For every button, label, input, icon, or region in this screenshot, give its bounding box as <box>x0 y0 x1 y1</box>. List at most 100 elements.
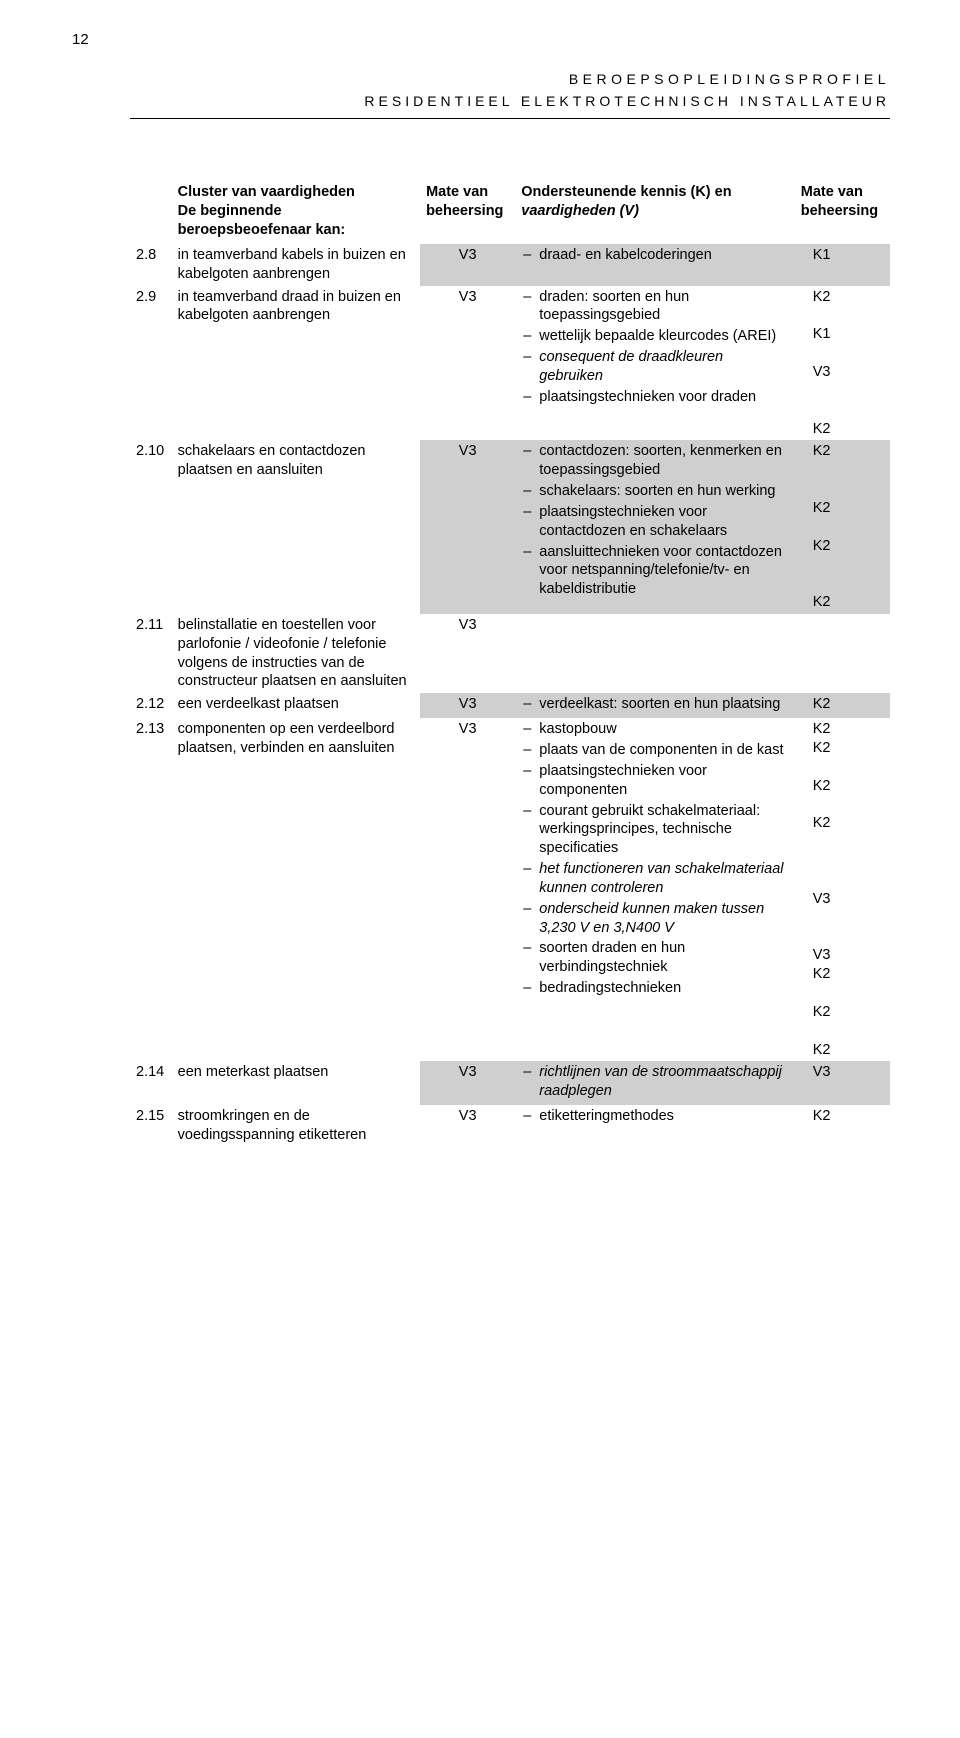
row-mate2: K2 <box>795 1105 890 1147</box>
kennis-item: aansluittechnieken voor contactdozen voo… <box>539 543 788 600</box>
col-header-empty <box>130 179 172 244</box>
row-mate1: V3 <box>420 1105 515 1147</box>
kennis-item: richtlijnen van de stroommaatschappij ra… <box>539 1063 788 1101</box>
kennis-item: bedradingstechnieken <box>539 979 788 998</box>
row-number: 2.12 <box>130 693 172 718</box>
table-row: 2.13componenten op een verdeelbord plaat… <box>130 718 890 1061</box>
row-mate2: K2 K2 K2 K2 <box>795 440 890 614</box>
kennis-item: plaatsingstechnieken voor componenten <box>539 762 788 800</box>
kennis-item: consequent de draadkleuren gebruiken <box>539 348 788 386</box>
mate2-value <box>813 555 884 574</box>
competency-table: Cluster van vaardigheden De beginnende b… <box>130 179 890 1146</box>
kennis-item: wettelijk bepaalde kleurcodes (AREI) <box>539 327 788 346</box>
mate2-value: K2 <box>813 442 884 461</box>
mate2-value: K2 <box>813 1003 884 1022</box>
mate2-value: K1 <box>813 246 884 265</box>
row-mate1: V3 <box>420 286 515 441</box>
kennis-item: schakelaars: soorten en hun werking <box>539 482 788 501</box>
kennis-item: plaatsingstechnieken voor draden <box>539 388 788 407</box>
header-line-2: RESIDENTIEEL ELEKTROTECHNISCH INSTALLATE… <box>130 92 890 110</box>
row-number: 2.13 <box>130 718 172 1061</box>
header-line-1: BEROEPSOPLEIDINGSPROFIEL <box>130 70 890 88</box>
row-number: 2.9 <box>130 286 172 441</box>
kennis-item: verdeelkast: soorten en hun plaatsing <box>539 695 788 714</box>
row-skill: in teamverband kabels in buizen en kabel… <box>172 244 420 286</box>
table-row: 2.15stroomkringen en de voedingsspanning… <box>130 1105 890 1147</box>
table-row: 2.12een verdeelkast plaatsenV3 verdeelkas… <box>130 693 890 718</box>
row-number: 2.11 <box>130 614 172 693</box>
row-mate2: K2K2 K2 K2 V3 V3K2 K2 K2 <box>795 718 890 1061</box>
kennis-item: draden: soorten en hun toepassingsgebied <box>539 288 788 326</box>
row-mate2: K2 K1 V3 K2 <box>795 286 890 441</box>
row-kennis: contactdozen: soorten, kenmerken en toep… <box>515 440 794 614</box>
mate2-value <box>813 984 884 1003</box>
mate2-value <box>813 758 884 777</box>
row-mate1: V3 <box>420 244 515 286</box>
row-skill: belinstallatie en toestellen voor parlof… <box>172 614 420 693</box>
row-kennis: kastopbouw plaats van de componenten in d… <box>515 718 794 1061</box>
row-mate1: V3 <box>420 614 515 693</box>
mate2-value <box>813 796 884 815</box>
mate2-value: V3 <box>813 946 884 965</box>
kennis-item: kastopbouw <box>539 720 788 739</box>
header-rule <box>130 118 890 119</box>
row-mate2 <box>795 614 890 693</box>
kennis-item: courant gebruikt schakelmateriaal: werki… <box>539 802 788 859</box>
row-number: 2.8 <box>130 244 172 286</box>
mate2-value: K2 <box>813 739 884 758</box>
row-kennis <box>515 614 794 693</box>
mate2-value <box>813 1022 884 1041</box>
mate2-value: K2 <box>813 720 884 739</box>
mate2-value: K2 <box>813 288 884 307</box>
kennis-item: soorten draden en hun verbindingstechnie… <box>539 939 788 977</box>
row-kennis: verdeelkast: soorten en hun plaatsing <box>515 693 794 718</box>
mate2-value: K1 <box>813 325 884 344</box>
row-mate1: V3 <box>420 1061 515 1105</box>
mate2-value <box>813 927 884 946</box>
mate2-value <box>813 306 884 325</box>
mate2-value <box>813 909 884 928</box>
kennis-item: het functioneren van schakelmateriaal ku… <box>539 860 788 898</box>
mate2-value: K2 <box>813 1041 884 1060</box>
row-mate2: V3 <box>795 1061 890 1105</box>
row-mate1: V3 <box>420 440 515 614</box>
mate2-value: K2 <box>813 499 884 518</box>
row-skill: schakelaars en contactdozen plaatsen en … <box>172 440 420 614</box>
mate2-value <box>813 344 884 363</box>
mate2-value: K2 <box>813 695 884 714</box>
row-kennis: draden: soorten en hun toepassingsgebied… <box>515 286 794 441</box>
row-skill: stroomkringen en de voedingsspanning eti… <box>172 1105 420 1147</box>
mate2-value <box>813 382 884 401</box>
mate2-value: K2 <box>813 1107 884 1126</box>
row-number: 2.15 <box>130 1105 172 1147</box>
row-skill: een verdeelkast plaatsen <box>172 693 420 718</box>
mate2-value: V3 <box>813 890 884 909</box>
kennis-item: plaats van de componenten in de kast <box>539 741 788 760</box>
table-row: 2.10schakelaars en contactdozen plaatsen… <box>130 440 890 614</box>
row-kennis: richtlijnen van de stroommaatschappij ra… <box>515 1061 794 1105</box>
row-kennis: etiketteringmethodes <box>515 1105 794 1147</box>
kennis-item: etiketteringmethodes <box>539 1107 788 1126</box>
col-header-kennis: Ondersteunende kennis (K) en vaardighede… <box>515 179 794 244</box>
table-row: 2.11belinstallatie en toestellen voor pa… <box>130 614 890 693</box>
row-skill: componenten op een verdeelbord plaatsen,… <box>172 718 420 1061</box>
mate2-value: V3 <box>813 1063 884 1082</box>
mate2-value: K2 <box>813 593 884 612</box>
row-mate1: V3 <box>420 718 515 1061</box>
page-number: 12 <box>72 30 89 50</box>
kennis-item: contactdozen: soorten, kenmerken en toep… <box>539 442 788 480</box>
mate2-value <box>813 480 884 499</box>
kennis-item: plaatsingstechnieken voor contactdozen e… <box>539 503 788 541</box>
col-header-cluster: Cluster van vaardigheden De beginnende b… <box>172 179 420 244</box>
col-header-mate1: Mate van beheersing <box>420 179 515 244</box>
row-kennis: draad- en kabelcoderingen <box>515 244 794 286</box>
mate2-value <box>813 833 884 852</box>
mate2-value <box>813 461 884 480</box>
row-mate2: K1 <box>795 244 890 286</box>
mate2-value <box>813 401 884 420</box>
mate2-value: K2 <box>813 420 884 439</box>
col-header-mate2: Mate van beheersing <box>795 179 890 244</box>
mate2-value: V3 <box>813 363 884 382</box>
row-mate1: V3 <box>420 693 515 718</box>
row-number: 2.10 <box>130 440 172 614</box>
